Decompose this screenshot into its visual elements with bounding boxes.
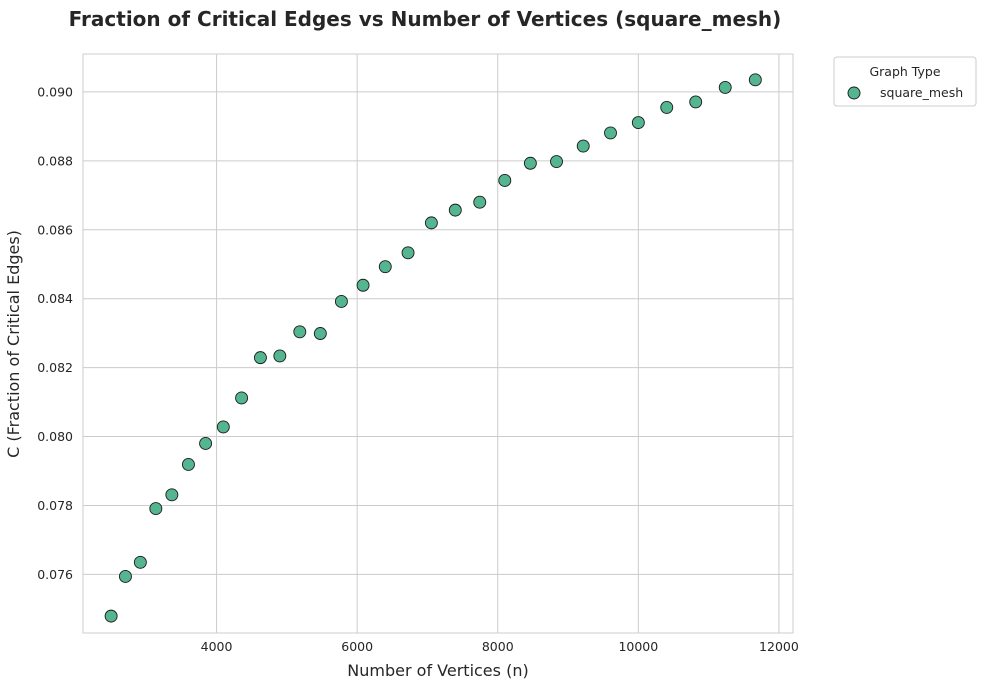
data-point: [165, 488, 179, 502]
x-tick-label: 12000: [759, 639, 799, 654]
y-tick-label: 0.088: [37, 153, 73, 168]
data-point: [133, 555, 147, 569]
y-tick-label: 0.090: [37, 84, 73, 99]
data-point: [235, 391, 249, 405]
data-point: [576, 139, 590, 153]
legend-label-square-mesh: square_mesh: [880, 85, 963, 100]
legend: Graph Type square_mesh: [833, 56, 977, 107]
legend-box: [833, 56, 977, 107]
y-tick-label: 0.086: [37, 222, 73, 237]
data-point: [718, 80, 732, 94]
y-tick-label: 0.078: [37, 498, 73, 513]
x-tick-label: 6000: [341, 639, 373, 654]
x-tick-label: 4000: [201, 639, 233, 654]
grid-lines: [83, 54, 793, 633]
chart-title: Fraction of Critical Edges vs Number of …: [69, 7, 782, 31]
data-point: [748, 73, 762, 87]
legend-title: Graph Type: [869, 64, 940, 79]
y-tick-label: 0.076: [37, 567, 73, 582]
data-point: [604, 126, 617, 140]
data-point: [448, 203, 462, 217]
data-point: [313, 327, 327, 340]
y-axis-ticks: 0.076 0.078 0.080 0.082 0.084 0.086 0.088 0.090: [37, 84, 73, 582]
y-tick-label: 0.084: [37, 291, 73, 306]
data-point: [498, 174, 512, 187]
data-point: [199, 436, 213, 450]
data-point: [334, 295, 348, 308]
plot-frame: [82, 53, 794, 634]
data-point: [356, 278, 370, 292]
x-tick-label: 8000: [482, 639, 514, 654]
y-tick-label: 0.080: [37, 429, 73, 444]
data-point: [216, 420, 230, 434]
data-point: [293, 325, 307, 339]
data-point: [550, 155, 563, 168]
y-axis-label: C (Fraction of Critical Edges): [4, 230, 23, 458]
data-point: [660, 100, 674, 114]
data-points: [104, 73, 762, 623]
data-point: [631, 116, 645, 130]
data-point: [119, 570, 132, 583]
data-point: [378, 260, 392, 274]
data-point: [104, 609, 118, 623]
data-point: [424, 216, 438, 230]
data-point: [149, 502, 163, 516]
x-axis-label: Number of Vertices (n): [347, 661, 528, 680]
y-tick-label: 0.082: [37, 360, 73, 375]
data-point: [473, 195, 487, 209]
x-tick-label: 10000: [618, 639, 658, 654]
x-axis-ticks: 4000 6000 8000 10000 12000: [201, 639, 799, 654]
data-point: [523, 156, 537, 170]
data-point: [181, 458, 195, 471]
data-point: [253, 351, 267, 365]
data-point: [689, 95, 703, 109]
data-point: [273, 349, 287, 363]
legend-marker-square-mesh: [847, 86, 861, 100]
data-point: [401, 246, 415, 260]
